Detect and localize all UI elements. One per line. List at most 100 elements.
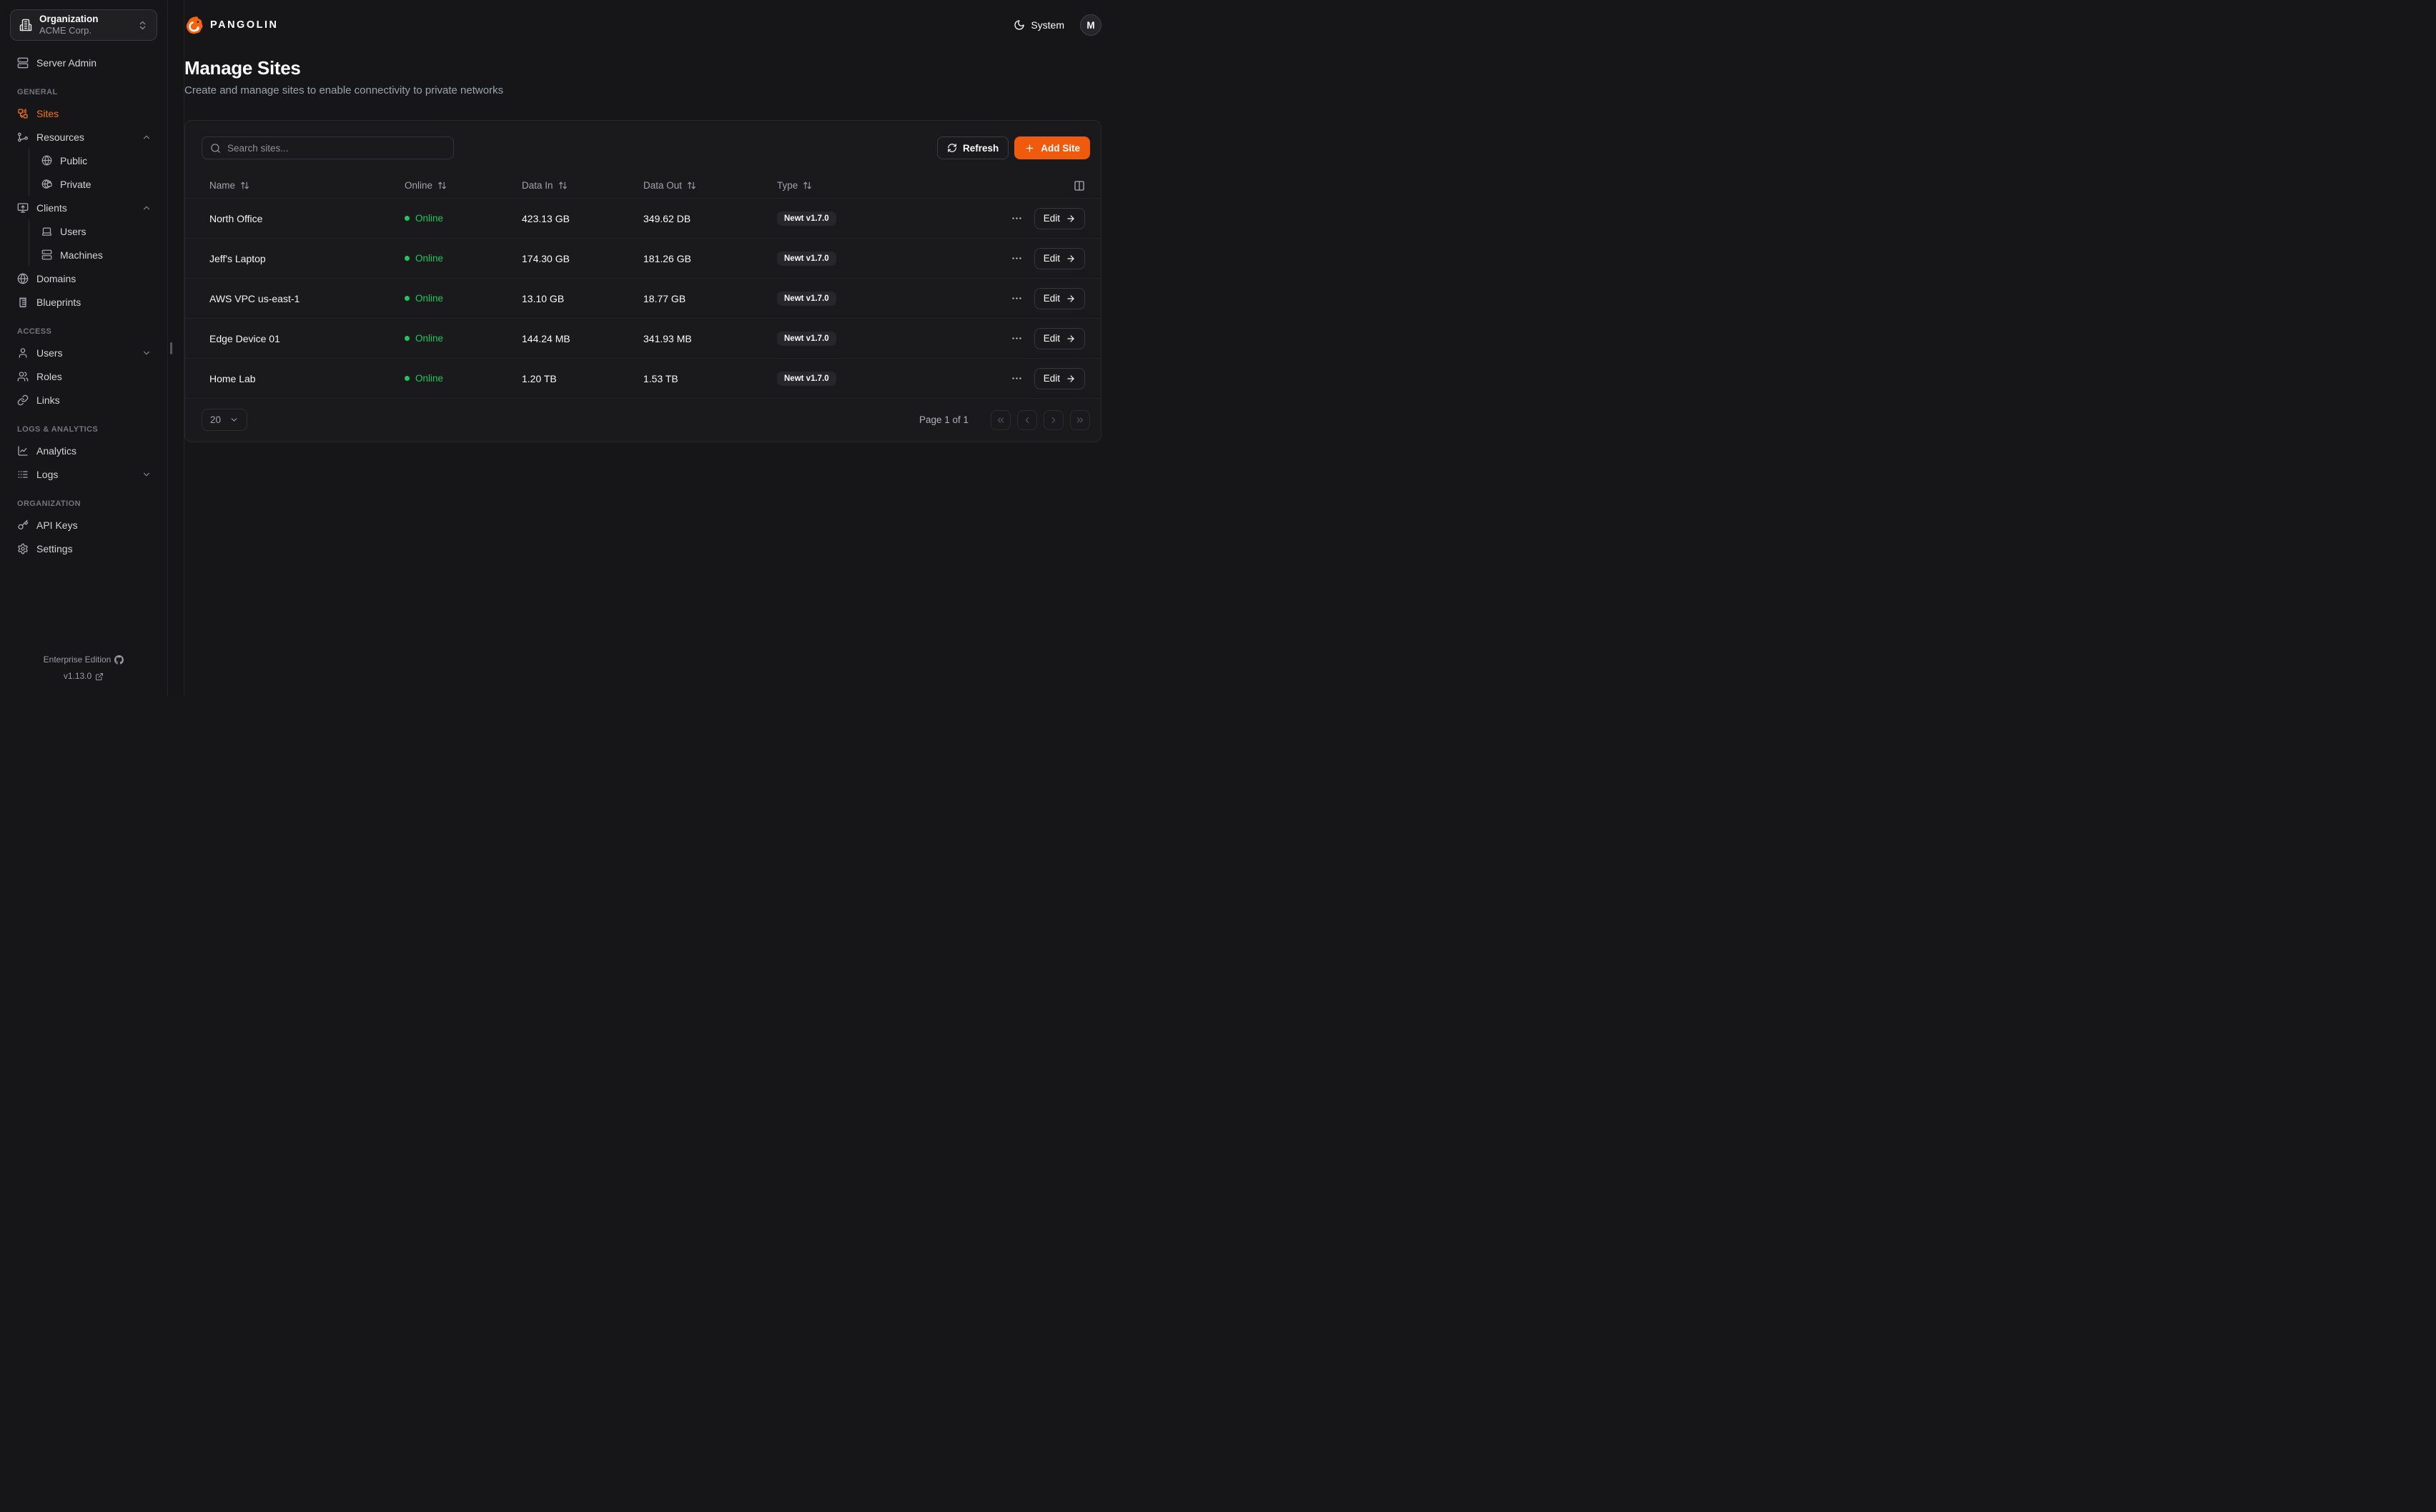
avatar-initial: M <box>1086 19 1095 31</box>
sidebar-item-settings[interactable]: Settings <box>10 537 157 560</box>
sidebar-item-public[interactable]: Public <box>40 149 157 172</box>
page-size-value: 20 <box>210 414 222 425</box>
monitor-up-icon <box>17 202 29 214</box>
avatar[interactable]: M <box>1080 14 1101 36</box>
status-badge: Online <box>405 293 522 304</box>
row-menu-button[interactable] <box>1011 292 1023 304</box>
online-dot-icon <box>405 376 410 381</box>
column-header-online[interactable]: Online <box>405 180 522 191</box>
row-menu-button[interactable] <box>1011 252 1023 264</box>
previous-page-button[interactable] <box>1017 409 1037 430</box>
edit-button[interactable]: Edit <box>1034 367 1085 389</box>
edit-button[interactable]: Edit <box>1034 287 1085 309</box>
sidebar-item-analytics[interactable]: Analytics <box>10 439 157 462</box>
status-badge: Online <box>405 333 522 344</box>
table-body: North Office Online 423.13 GB 349.62 DB … <box>185 198 1101 398</box>
refresh-icon <box>947 143 957 153</box>
data-in-value: 144.24 MB <box>522 332 570 344</box>
sidebar-item-server-admin[interactable]: Server Admin <box>10 51 157 74</box>
status-badge: Online <box>405 253 522 264</box>
theme-label: System <box>1031 19 1064 31</box>
column-header-name[interactable]: Name <box>209 180 405 191</box>
resources-icon <box>17 131 29 143</box>
refresh-button[interactable]: Refresh <box>936 136 1009 159</box>
org-selector[interactable]: Organization ACME Corp. <box>10 9 157 41</box>
edit-button[interactable]: Edit <box>1034 247 1085 269</box>
sidebar-item-logs[interactable]: Logs <box>10 462 157 486</box>
user-icon <box>17 347 29 359</box>
refresh-label: Refresh <box>962 142 999 154</box>
column-header-data-in[interactable]: Data In <box>522 180 643 191</box>
data-out-value: 349.62 DB <box>643 212 691 224</box>
sidebar-item-resources[interactable]: Resources <box>10 125 157 149</box>
sidebar-item-users[interactable]: Users <box>10 341 157 364</box>
arrow-right-icon <box>1066 374 1076 384</box>
sidebar-item-label: Machines <box>60 249 103 261</box>
gear-icon <box>17 543 29 554</box>
type-badge: Newt v1.7.0 <box>777 251 836 266</box>
column-header-label: Online <box>405 180 433 191</box>
sidebar-item-label: Roles <box>36 370 62 382</box>
sidebar-item-blueprints[interactable]: Blueprints <box>10 290 157 314</box>
data-out-value: 18.77 GB <box>643 292 686 304</box>
search-input[interactable] <box>227 142 445 154</box>
data-in-value: 423.13 GB <box>522 212 570 224</box>
card-toolbar: Refresh Add Site <box>185 121 1101 173</box>
columns-toggle-button[interactable] <box>1074 180 1085 192</box>
site-name: AWS VPC us-east-1 <box>209 292 300 304</box>
sidebar-item-domains[interactable]: Domains <box>10 267 157 290</box>
brand: PANGOLIN <box>184 16 278 35</box>
row-menu-button[interactable] <box>1011 332 1023 344</box>
data-out-value: 341.93 MB <box>643 332 692 344</box>
sidebar-item-machines[interactable]: Machines <box>40 243 157 267</box>
sidebar-item-api-keys[interactable]: API Keys <box>10 513 157 537</box>
chart-line-icon <box>17 445 29 457</box>
site-name: Home Lab <box>209 372 256 384</box>
version-link[interactable]: v1.13.0 <box>10 668 157 685</box>
pagination: Page 1 of 1 <box>919 409 1090 430</box>
sidebar-item-label: Links <box>36 394 60 406</box>
online-dot-icon <box>405 336 410 341</box>
edit-button[interactable]: Edit <box>1034 207 1085 229</box>
brand-name: PANGOLIN <box>210 19 279 31</box>
search-box <box>202 136 454 159</box>
site-name: Edge Device 01 <box>209 332 280 344</box>
column-header-type[interactable]: Type <box>777 180 1074 191</box>
column-header-data-out[interactable]: Data Out <box>643 180 777 191</box>
sidebar-item-label: Users <box>36 347 63 359</box>
column-header-label: Data Out <box>643 180 683 191</box>
logs-icon <box>17 469 29 480</box>
search-icon <box>210 143 221 154</box>
sidebar-item-label: Settings <box>36 542 73 554</box>
sort-icon <box>437 181 447 190</box>
plus-icon <box>1024 143 1035 154</box>
main-content: PANGOLIN System M Manage Sites Create an… <box>184 0 1121 696</box>
sidebar-item-roles[interactable]: Roles <box>10 364 157 388</box>
resize-handle[interactable] <box>170 342 172 354</box>
status-badge: Online <box>405 213 522 224</box>
clients-subnav: Users Machines <box>29 219 157 267</box>
edit-button[interactable]: Edit <box>1034 327 1085 349</box>
edition-link[interactable]: Enterprise Edition <box>10 652 157 668</box>
row-menu-button[interactable] <box>1011 212 1023 224</box>
page-subtitle: Create and manage sites to enable connec… <box>184 84 504 96</box>
sidebar-item-clients[interactable]: Clients <box>10 196 157 219</box>
sidebar-item-links[interactable]: Links <box>10 388 157 412</box>
sidebar-item-label: Resources <box>36 131 84 143</box>
data-out-value: 181.26 GB <box>643 252 691 264</box>
add-site-button[interactable]: Add Site <box>1014 136 1090 159</box>
next-page-button[interactable] <box>1044 409 1064 430</box>
row-menu-button[interactable] <box>1011 372 1023 384</box>
first-page-button[interactable] <box>991 409 1011 430</box>
key-icon <box>17 519 29 531</box>
arrow-right-icon <box>1066 334 1076 344</box>
sidebar-item-sites[interactable]: Sites <box>10 101 157 125</box>
last-page-button[interactable] <box>1070 409 1090 430</box>
section-label-logs-analytics: LOGS & ANALYTICS <box>17 425 99 434</box>
chevrons-up-down-icon <box>137 20 148 31</box>
page-size-select[interactable]: 20 <box>202 409 248 431</box>
sidebar-item-private[interactable]: Private <box>40 172 157 196</box>
sidebar-item-client-users[interactable]: Users <box>40 219 157 243</box>
blueprints-icon <box>17 297 29 308</box>
theme-toggle[interactable]: System <box>1014 19 1064 31</box>
